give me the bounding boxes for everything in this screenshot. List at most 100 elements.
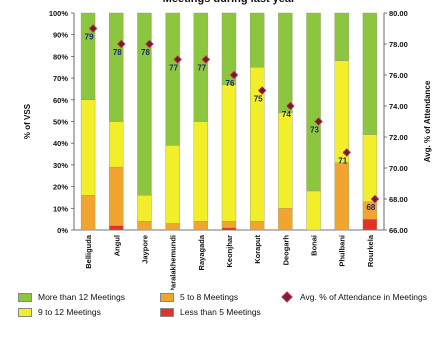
attendance-data-label: 68 (366, 203, 375, 212)
attendance-marker (173, 55, 182, 64)
y2-tick-label: 68.00 (389, 195, 408, 204)
y-tick-label: 0% (57, 226, 68, 235)
y-tick-label: 70% (53, 74, 68, 83)
legend-item: Avg. % of Attendance in Meetings (280, 291, 427, 303)
bar-segment (362, 218, 378, 231)
legend-item: Less than 5 Meetings (160, 307, 261, 317)
x-tick-label: Bonai (310, 235, 319, 256)
legend-label: Less than 5 Meetings (180, 307, 261, 317)
legend-swatch (160, 307, 174, 317)
x-tick-label: Jaypore (140, 235, 149, 264)
x-tick-label: Rayagada (197, 234, 206, 270)
bar-segment (221, 221, 237, 229)
y2-axis-label: Avg. % of Attendance (423, 80, 432, 162)
attendance-data-label: 76 (226, 79, 235, 88)
attendance-marker (286, 101, 295, 111)
bar-segment (137, 221, 152, 231)
bar-segment (306, 12, 321, 192)
legend-label: Avg. % of Attendance in Meetings (300, 292, 427, 302)
bar-segment (80, 99, 96, 196)
legend-item: 5 to 8 Meetings (160, 292, 238, 302)
legend-swatch (18, 292, 32, 302)
attendance-marker (314, 117, 323, 126)
legend-item: 9 to 12 Meetings (18, 307, 101, 317)
bar-segment (193, 121, 209, 222)
attendance-marker (88, 24, 98, 33)
y2-tick-label: 74.00 (389, 102, 408, 111)
bar-segment (165, 12, 180, 146)
y-tick-label: 80% (53, 52, 68, 61)
bar-segment (109, 225, 124, 231)
bar-segment (109, 166, 124, 226)
y-tick-label: 40% (53, 139, 68, 148)
attendance-data-label: 73 (310, 126, 319, 135)
x-tick-label: Rourkela (366, 234, 375, 267)
legend-label: More than 12 Meetings (38, 292, 125, 302)
attendance-marker (257, 86, 267, 95)
x-tick-label: Phulbani (338, 235, 347, 267)
bar-segment (109, 12, 124, 122)
y2-tick-label: 78.00 (389, 40, 408, 49)
x-tick-label: Belliguda (84, 234, 93, 269)
attendance-marker (370, 194, 380, 204)
bar-segment (165, 145, 180, 224)
attendance-data-label: 75 (254, 95, 263, 104)
bar-segment (278, 208, 293, 231)
bar-segment (306, 190, 321, 231)
y-tick-label: 60% (53, 96, 68, 105)
x-tick-label: Deogarh (281, 235, 290, 266)
y-tick-label: 50% (53, 118, 68, 127)
y-tick-label: 20% (53, 183, 68, 192)
bar-segment (278, 112, 293, 209)
bar-segment (334, 12, 349, 61)
bar-segment (80, 12, 96, 101)
attendance-data-label: 78 (141, 48, 150, 57)
bar-segment (334, 162, 349, 231)
y-tick-label: 30% (53, 161, 68, 170)
y-tick-label: 100% (49, 9, 69, 18)
x-tick-label: Angul (112, 235, 121, 256)
bar-segment (165, 223, 180, 231)
bar-segment (193, 221, 209, 231)
y2-tick-label: 76.00 (389, 71, 408, 80)
bar-segment (193, 12, 209, 122)
bar-segment (221, 12, 237, 85)
bar-segment (221, 84, 237, 222)
bar-segment (362, 134, 378, 202)
bar-segment (137, 195, 152, 222)
legend-item: More than 12 Meetings (18, 292, 125, 302)
bar-segment (249, 221, 265, 231)
legend-label: 5 to 8 Meetings (180, 292, 239, 302)
attendance-marker (201, 55, 211, 64)
bar-segment (80, 195, 96, 231)
attendance-marker (145, 39, 154, 49)
y-tick-label: 90% (53, 31, 68, 40)
y2-tick-label: 72.00 (389, 133, 408, 142)
chart-legend: More than 12 Meetings 5 to 8 Meetings Avg.… (18, 291, 433, 342)
bar-segment (109, 121, 124, 168)
x-tick-label: Koraput (253, 235, 262, 264)
x-tick-label: Keonjhar (225, 235, 234, 268)
y-tick-label: 10% (53, 204, 68, 213)
y-axis-label: % of VSS (23, 103, 32, 139)
legend-swatch (18, 307, 32, 317)
chart-title: Meetings during last year (163, 0, 296, 5)
attendance-marker (117, 39, 126, 49)
attendance-data-label: 71 (338, 157, 347, 166)
y2-tick-label: 66.00 (389, 226, 408, 235)
legend-label: 9 to 12 Meetings (38, 307, 101, 317)
y2-tick-label: 70.00 (389, 164, 408, 173)
attendance-data-label: 74 (282, 110, 291, 119)
bar-segment (334, 60, 349, 163)
attendance-data-label: 78 (113, 48, 122, 57)
bar-segment (362, 12, 378, 135)
x-tick-label: Paralakhemundi (169, 235, 178, 290)
bar-segment (278, 12, 293, 114)
attendance-marker (342, 148, 351, 157)
bar-segment (137, 12, 152, 196)
attendance-data-label: 79 (85, 33, 94, 42)
stacked-bar-chart: Meetings during last year 0% 10% 20% 30% 40% 5… (23, 0, 432, 290)
bar-segment (221, 227, 237, 231)
attendance-data-label: 77 (169, 64, 178, 73)
